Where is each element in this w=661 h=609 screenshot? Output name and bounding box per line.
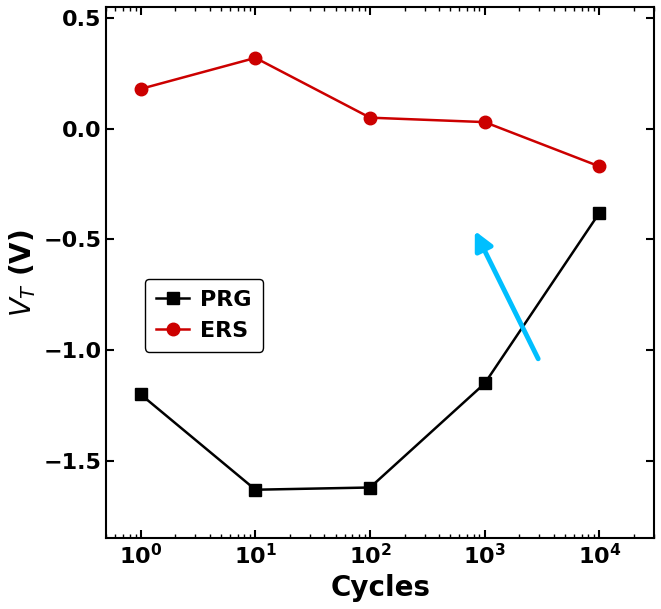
X-axis label: Cycles: Cycles — [330, 574, 430, 602]
PRG — [596, 209, 603, 217]
ERS — [596, 163, 603, 170]
ERS — [366, 114, 374, 121]
Y-axis label: $V_T$ (V): $V_T$ (V) — [7, 229, 38, 317]
PRG — [481, 380, 488, 387]
ERS — [481, 118, 488, 125]
ERS — [137, 85, 145, 93]
Line: PRG: PRG — [135, 206, 605, 496]
Line: ERS: ERS — [135, 52, 605, 172]
PRG — [251, 486, 259, 493]
PRG — [366, 484, 374, 491]
Legend: PRG, ERS: PRG, ERS — [145, 278, 263, 352]
ERS — [251, 54, 259, 62]
PRG — [137, 391, 145, 398]
